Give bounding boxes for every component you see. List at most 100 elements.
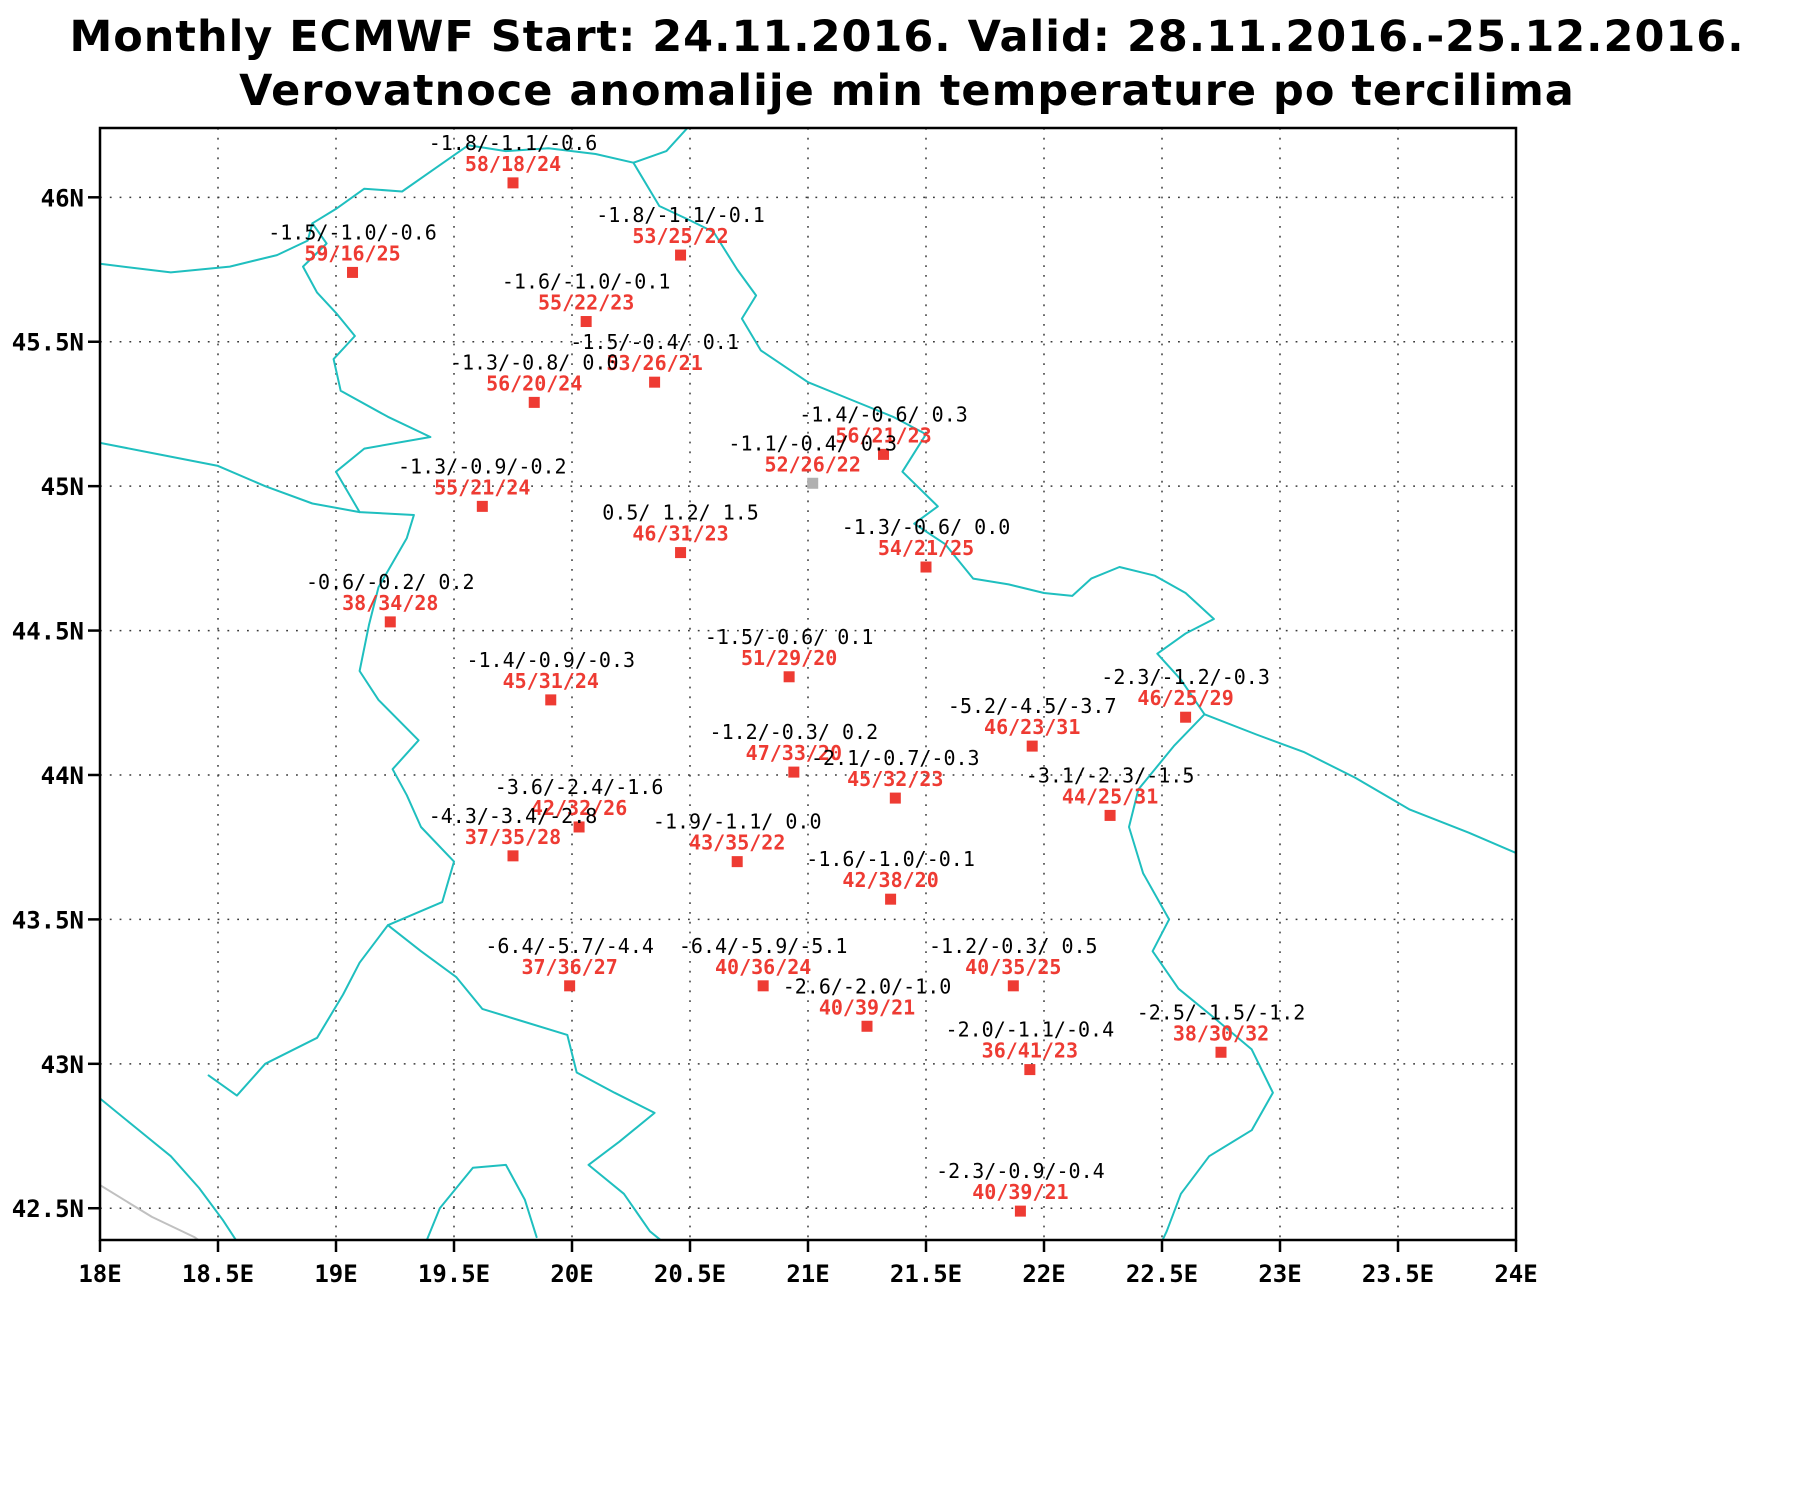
- station: 0.5/ 1.2/ 1.546/31/23: [602, 501, 759, 559]
- station-marker-red: [783, 671, 795, 683]
- station: -1.5/-1.0/-0.659/16/25: [268, 220, 437, 278]
- station-terciles-label: 38/34/28: [342, 591, 438, 615]
- station-marker-red: [545, 694, 557, 706]
- station-anomaly-label: -1.3/-0.6/ 0.0: [842, 515, 1011, 539]
- station-marker-red: [889, 792, 901, 804]
- y-axis-label: 44N: [41, 762, 84, 790]
- y-axis-label: 43.5N: [12, 906, 84, 934]
- station-terciles-label: 54/21/25: [878, 536, 974, 560]
- station-anomaly-label: -1.2/-0.3/ 0.2: [710, 720, 879, 744]
- x-axis-label: 20.5E: [654, 1260, 726, 1288]
- station: -2.1/-0.7/-0.345/32/23: [811, 746, 980, 804]
- station: -1.4/-0.6/ 0.356/21/23: [799, 402, 968, 460]
- station-anomaly-label: -1.6/-1.0/-0.1: [502, 270, 671, 294]
- station: -1.5/-0.6/ 0.151/29/20: [705, 625, 873, 683]
- station-anomaly-label: -1.5/-1.0/-0.6: [268, 220, 437, 244]
- station-terciles-label: 56/20/24: [486, 371, 582, 395]
- y-axis-label: 43N: [41, 1051, 84, 1079]
- border-bosnia-montenegro-border: [207, 924, 389, 1097]
- station-terciles-label: 53/25/22: [632, 224, 728, 248]
- station-anomaly-label: -5.2/-4.5/-3.7: [948, 694, 1117, 718]
- x-axis-label: 19.5E: [418, 1260, 490, 1288]
- station-terciles-label: 46/31/23: [632, 522, 728, 546]
- station: -1.9/-1.1/ 0.043/35/22: [653, 810, 822, 868]
- station-anomaly-label: -4.3/-3.4/-2.8: [429, 804, 598, 828]
- station-anomaly-label: -2.5/-1.5/-1.2: [1137, 1000, 1306, 1024]
- x-axis-label: 23E: [1258, 1260, 1301, 1288]
- station-terciles-label: 36/41/23: [982, 1039, 1078, 1063]
- station-marker-red: [1024, 1064, 1036, 1076]
- station: -1.3/-0.8/ 0.056/20/24: [450, 350, 619, 408]
- station-anomaly-label: -1.6/-1.0/-0.1: [806, 847, 975, 871]
- station-marker-red: [1215, 1046, 1227, 1058]
- station-terciles-label: 40/39/21: [819, 995, 915, 1019]
- station-anomaly-label: -1.1/-0.4/ 0.3: [728, 431, 897, 455]
- station-anomaly-label: -1.9/-1.1/ 0.0: [653, 810, 822, 834]
- x-axis-label: 22E: [1022, 1260, 1065, 1288]
- station-marker-red: [1104, 809, 1116, 821]
- station: -1.3/-0.9/-0.255/21/24: [398, 454, 567, 512]
- station: -3.6/-2.4/-1.642/32/26: [495, 775, 664, 833]
- station-anomaly-label: -2.3/-1.2/-0.3: [1101, 665, 1270, 689]
- station-marker-red: [885, 893, 897, 905]
- station-marker-red: [476, 500, 488, 512]
- x-axis-label: 21E: [786, 1260, 829, 1288]
- y-axis-label: 45.5N: [12, 329, 84, 357]
- station-terciles-label: 40/36/24: [715, 955, 811, 979]
- x-axis-label: 20E: [550, 1260, 593, 1288]
- station-anomaly-label: -2.6/-2.0/-1.0: [783, 974, 952, 998]
- station-terciles-label: 59/16/25: [304, 241, 400, 265]
- station-terciles-label: 44/25/31: [1062, 784, 1158, 808]
- station-terciles-label: 52/26/22: [765, 452, 861, 476]
- border-hungary-romania-border: [632, 128, 689, 164]
- station: -2.0/-1.1/-0.436/41/23: [946, 1018, 1114, 1076]
- station: -1.4/-0.9/-0.345/31/24: [466, 648, 635, 706]
- station-marker-red: [788, 766, 800, 778]
- station-marker-red: [861, 1020, 873, 1032]
- border-drava-border: [100, 222, 314, 274]
- station-marker-red: [1026, 740, 1038, 752]
- y-axis-label: 42.5N: [12, 1195, 84, 1223]
- x-axis-label: 18E: [78, 1260, 121, 1288]
- station-terciles-label: 40/39/21: [972, 1180, 1068, 1204]
- station-marker-red: [580, 316, 592, 328]
- station-marker-red: [1180, 711, 1192, 723]
- station: -0.6/-0.2/ 0.238/34/28: [306, 570, 475, 628]
- station-marker-red: [507, 850, 519, 862]
- station-terciles-label: 45/31/24: [503, 669, 599, 693]
- station-anomaly-label: -3.6/-2.4/-1.6: [495, 775, 664, 799]
- station: -4.3/-3.4/-2.837/35/28: [429, 804, 598, 862]
- station-terciles-label: 45/32/23: [847, 767, 943, 791]
- y-axis-label: 45N: [41, 473, 84, 501]
- station-marker-red: [528, 396, 540, 408]
- station: -6.4/-5.9/-5.140/36/24: [679, 934, 847, 992]
- y-axis-label: 44.5N: [12, 618, 84, 646]
- station-anomaly-label: -1.8/-1.1/-0.1: [596, 203, 765, 227]
- station: -1.8/-1.1/-0.658/18/24: [429, 131, 597, 189]
- station-anomaly-label: -1.4/-0.9/-0.3: [466, 648, 635, 672]
- station-marker-red: [1014, 1205, 1026, 1217]
- station: -1.2/-0.3/ 0.247/33/20: [710, 720, 879, 778]
- x-axis-label: 21.5E: [890, 1260, 962, 1288]
- station: -1.6/-1.0/-0.142/38/20: [806, 847, 975, 905]
- station-marker-red: [347, 266, 359, 278]
- station: -2.6/-2.0/-1.040/39/21: [783, 974, 952, 1032]
- station-terciles-label: 38/30/32: [1173, 1021, 1269, 1045]
- station-marker-red: [675, 547, 687, 559]
- station-marker-red: [757, 980, 769, 992]
- station-anomaly-label: -6.4/-5.7/-4.4: [485, 934, 654, 958]
- station: -2.5/-1.5/-1.238/30/32: [1137, 1000, 1306, 1058]
- station: -6.4/-5.7/-4.437/36/27: [485, 934, 654, 992]
- border-serbia-border: [302, 144, 1274, 1240]
- plot-frame: [98, 126, 1518, 1242]
- map-title: Monthly ECMWF Start: 24.11.2016. Valid: …: [69, 12, 1745, 62]
- station-terciles-label: 56/21/23: [835, 423, 931, 447]
- station: -3.1/-2.3/-1.544/25/31: [1026, 763, 1194, 821]
- station-terciles-label: 37/36/27: [521, 955, 617, 979]
- border-coast-gray-line: [100, 1184, 201, 1240]
- station-anomaly-label: -1.3/-0.8/ 0.0: [450, 350, 619, 374]
- station-terciles-label: 51/29/20: [741, 646, 837, 670]
- station-marker-red: [920, 561, 932, 573]
- station: -1.2/-0.3/ 0.540/35/25: [929, 934, 1098, 992]
